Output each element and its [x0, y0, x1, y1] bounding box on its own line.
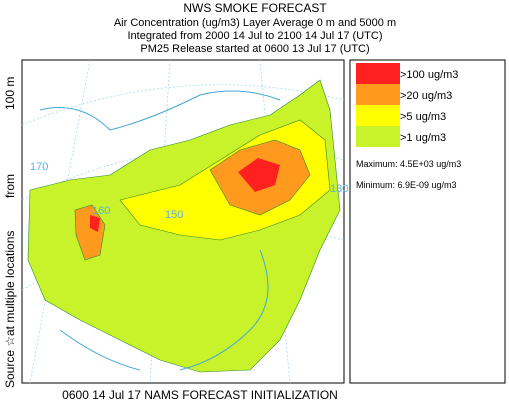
title: NWS SMOKE FORECAST	[183, 1, 327, 15]
smoke-100	[238, 158, 280, 192]
legend-label: >1 ug/m3	[400, 132, 446, 144]
subtitle: PM25 Release started at 0600 13 Jul 17 (…	[140, 43, 369, 55]
legend-label: >100 ug/m3	[400, 69, 458, 81]
footer: 0600 14 Jul 17 NAMS FORECAST INITIALIZAT…	[62, 388, 338, 401]
map: 170 160 150 130	[21, 59, 348, 384]
legend: >100 ug/m3 >20 ug/m3 >5 ug/m3 >1 ug/m3 Maxi…	[349, 59, 506, 384]
subtitle: Integrated from 2000 14 Jul to 2100 14 J…	[128, 30, 383, 42]
grid-label: 150	[165, 209, 183, 221]
legend-swatch	[356, 63, 400, 84]
coastline	[39, 90, 281, 371]
side-text: 100 m	[3, 77, 17, 110]
grid-label: 160	[92, 205, 110, 217]
side-label: Source ☆ at multiple locations from 100 …	[3, 77, 17, 388]
minimum: Minimum: 6.9E-09 ug/m3	[356, 180, 457, 190]
side-text: from	[3, 174, 17, 198]
legend-swatch	[356, 126, 400, 147]
grid-label: 170	[30, 161, 48, 173]
legend-label: >5 ug/m3	[400, 111, 446, 123]
subtitle: Air Concentration (ug/m3) Layer Average …	[114, 17, 396, 29]
legend-label: >20 ug/m3	[400, 90, 452, 102]
grid-label: 130	[330, 183, 348, 195]
side-text: at multiple locations	[3, 231, 17, 336]
smoke-100	[90, 215, 100, 232]
legend-swatch	[356, 105, 400, 126]
maximum: Maximum: 4.5E+03 ug/m3	[356, 159, 461, 169]
side-text: Source ☆	[3, 336, 17, 388]
legend-swatch	[356, 84, 400, 105]
